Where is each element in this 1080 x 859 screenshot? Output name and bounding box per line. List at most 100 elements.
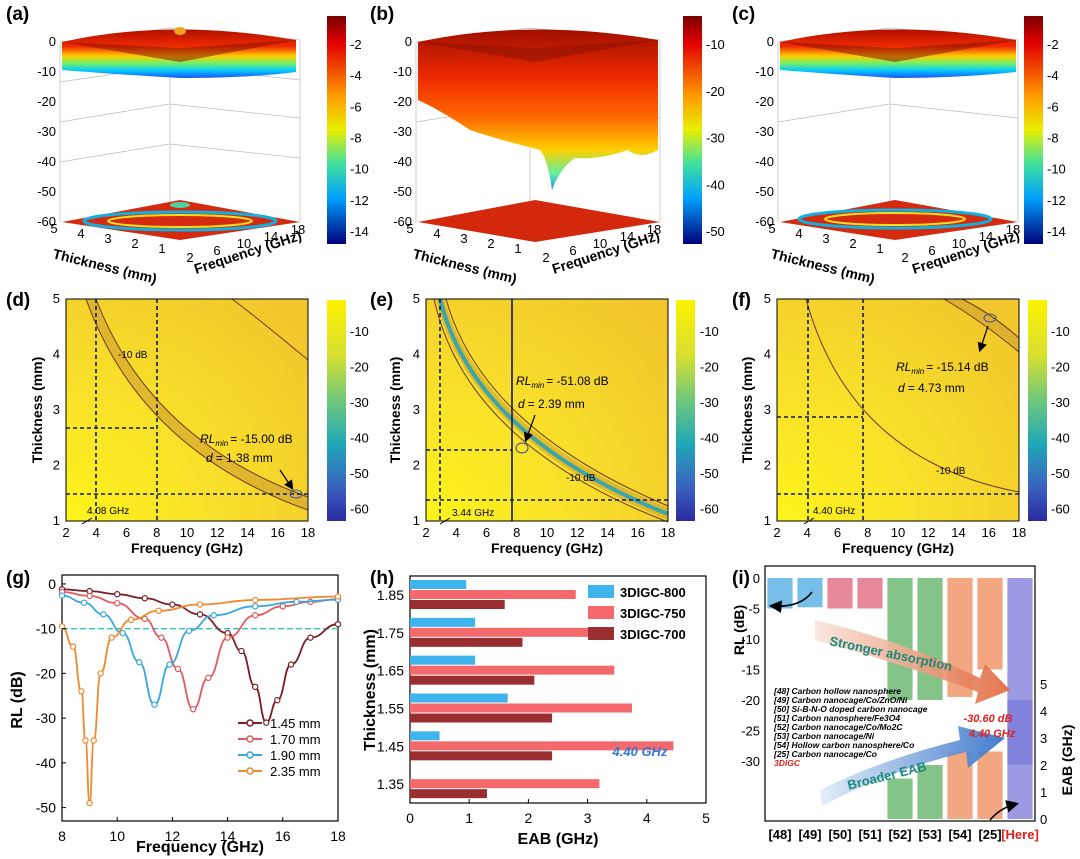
rl-tick-label: -10 xyxy=(741,632,760,647)
highlight-freq: 4.40 GHz xyxy=(968,728,1016,740)
y-tick-label: 5 xyxy=(413,291,420,306)
colorbar-ticks: -2 -4 -6 -8 -10 -12 -14 xyxy=(350,37,369,239)
h-annotation: 4.40 GHz xyxy=(612,744,668,759)
frequency-tick-label: 10 xyxy=(237,236,251,251)
z-tick-label: -30 xyxy=(755,124,774,139)
colorbar-tick-label: -2 xyxy=(350,37,362,52)
z-tick-label: 0 xyxy=(767,34,774,49)
x-tick-label: 14 xyxy=(951,525,965,540)
contour-label: -10 dB xyxy=(118,350,148,361)
z-tick-label: -10 xyxy=(755,64,774,79)
data-point xyxy=(210,612,217,619)
z-tick-label: -40 xyxy=(755,154,774,169)
contour-x-ticks: 2 4 6 8 10 12 14 16 18 xyxy=(62,525,315,540)
data-point xyxy=(287,661,295,668)
frequency-tick-label: 6 xyxy=(928,243,935,258)
eab-tick-label: 0 xyxy=(1040,812,1047,827)
series-line-1.70mm xyxy=(61,591,339,711)
frequency-ticks: 2 6 10 14 18 xyxy=(542,222,661,265)
y-tick-label: 4 xyxy=(764,347,771,362)
bar-3DIGC-700-1.35 xyxy=(410,789,487,799)
surface-panel-b: 0 -10 -20 -30 -40 -50 -60 5 4 3 2 1 2 6 10 14 18 Thick… xyxy=(393,16,725,287)
bar-3DIGC-700-1.75 xyxy=(410,637,523,647)
thickness-tick-label: 4 xyxy=(433,226,440,241)
contour-xlabel: Frequency (GHz) xyxy=(491,540,603,556)
surface-sheet xyxy=(418,29,658,191)
data-point xyxy=(185,627,193,635)
eab-tick-label: 2 xyxy=(1040,758,1047,773)
frequency-tick-label: 2 xyxy=(186,250,193,265)
thickness-tick-label: 3 xyxy=(460,231,467,246)
z-tick-label: -50 xyxy=(37,184,56,199)
bar-3DIGC-750-1.65 xyxy=(410,665,615,675)
rl-bar-[50] xyxy=(827,578,853,609)
y-tick-label: 2 xyxy=(413,458,420,473)
colorbar-tick-label: -30 xyxy=(700,395,719,410)
legend-swatch xyxy=(588,627,614,640)
rl-min-arrow xyxy=(523,414,536,443)
data-point xyxy=(80,599,88,606)
colorbar-tick-label: -8 xyxy=(350,131,362,146)
colorbar-tick-label: -12 xyxy=(1047,193,1066,208)
panel-letter-h: (h) xyxy=(370,568,394,589)
colorbar-tick-label: -6 xyxy=(350,99,362,114)
y-tick-label: 4 xyxy=(53,347,60,362)
eab-bar-[Here] xyxy=(1007,700,1033,819)
category-label: [50] xyxy=(828,827,851,842)
legend-label: 1.90 mm xyxy=(270,748,321,763)
eab-tick-label: 5 xyxy=(1040,677,1047,692)
rl-bar-[48] xyxy=(767,578,793,609)
legend-marker xyxy=(246,719,254,727)
colorbar-ticks: -10 -20 -30 -40 -50 xyxy=(706,37,725,239)
category-label: [54] xyxy=(948,827,971,842)
rl-min-marker xyxy=(289,489,303,499)
y-tick-label: 1.85 xyxy=(377,587,404,603)
frequency-tick-label: 14 xyxy=(620,229,634,244)
thickness-annotation: d = 2.39 mm xyxy=(518,397,585,411)
y-tick-label: 0 xyxy=(48,576,56,592)
contour-line-10db xyxy=(95,298,309,498)
data-point xyxy=(136,659,143,666)
bar-3DIGC-800-1.45 xyxy=(410,731,440,741)
x-tick-label: 2 xyxy=(773,525,780,540)
contour-ylabel: Thickness (mm) xyxy=(739,357,755,464)
contour-colorbar xyxy=(676,300,695,521)
data-point xyxy=(82,737,89,744)
thickness-ticks: 5 4 3 2 1 xyxy=(50,221,165,256)
rl-min-arrow xyxy=(279,469,294,490)
rl-bar-[49] xyxy=(797,578,823,608)
legend-entry: [54] Hollow carbon nanosphere/Co xyxy=(773,740,914,750)
colorbar-tick-label: -20 xyxy=(350,360,369,375)
y-axis-label: RL (dB) xyxy=(9,671,26,728)
legend-marker xyxy=(246,767,254,775)
colorbar-tick-label: -40 xyxy=(350,431,369,446)
colorbar-tick-label: -30 xyxy=(706,131,725,146)
stronger-absorption-arrow xyxy=(815,620,1010,704)
z-tick-label: -30 xyxy=(393,124,412,139)
x-tick-label: 18 xyxy=(1012,525,1026,540)
panel-letter-b: (b) xyxy=(370,4,394,25)
surface-panel-a: 0 -10 -20 -30 -40 -50 -60 5 4 3 2 1 2 6 10 14 18 Thick… xyxy=(37,16,369,287)
x-tick-label: 18 xyxy=(301,525,315,540)
x-tick-label: 4 xyxy=(93,525,100,540)
category-label: [48] xyxy=(768,827,791,842)
x-tick-label: 8 xyxy=(153,525,160,540)
eab-tick-label: 1 xyxy=(1040,785,1047,800)
frequency-tick-label: 18 xyxy=(1006,222,1020,237)
data-point xyxy=(196,611,204,618)
data-point xyxy=(78,688,85,695)
freq-annotation: 4.40 GHz xyxy=(813,506,855,517)
thickness-tick-label: 2 xyxy=(131,236,138,251)
data-point xyxy=(174,665,182,673)
data-point xyxy=(279,603,286,610)
data-point xyxy=(196,601,204,608)
legend-entry: [48] Carbon hollow nanosphere xyxy=(773,686,901,696)
frequency-tick-label: 14 xyxy=(979,229,993,244)
bar-3DIGC-700-1.85 xyxy=(410,600,505,609)
legend-entry: [25] Carbon nanocage/Co xyxy=(773,749,877,759)
y-tick-label: 1 xyxy=(764,513,771,528)
colorbar-tick-label: -2 xyxy=(1047,37,1059,52)
x-tick-label: 16 xyxy=(982,525,996,540)
thickness-tick-label: 3 xyxy=(104,231,111,246)
floor-contour xyxy=(797,208,993,230)
